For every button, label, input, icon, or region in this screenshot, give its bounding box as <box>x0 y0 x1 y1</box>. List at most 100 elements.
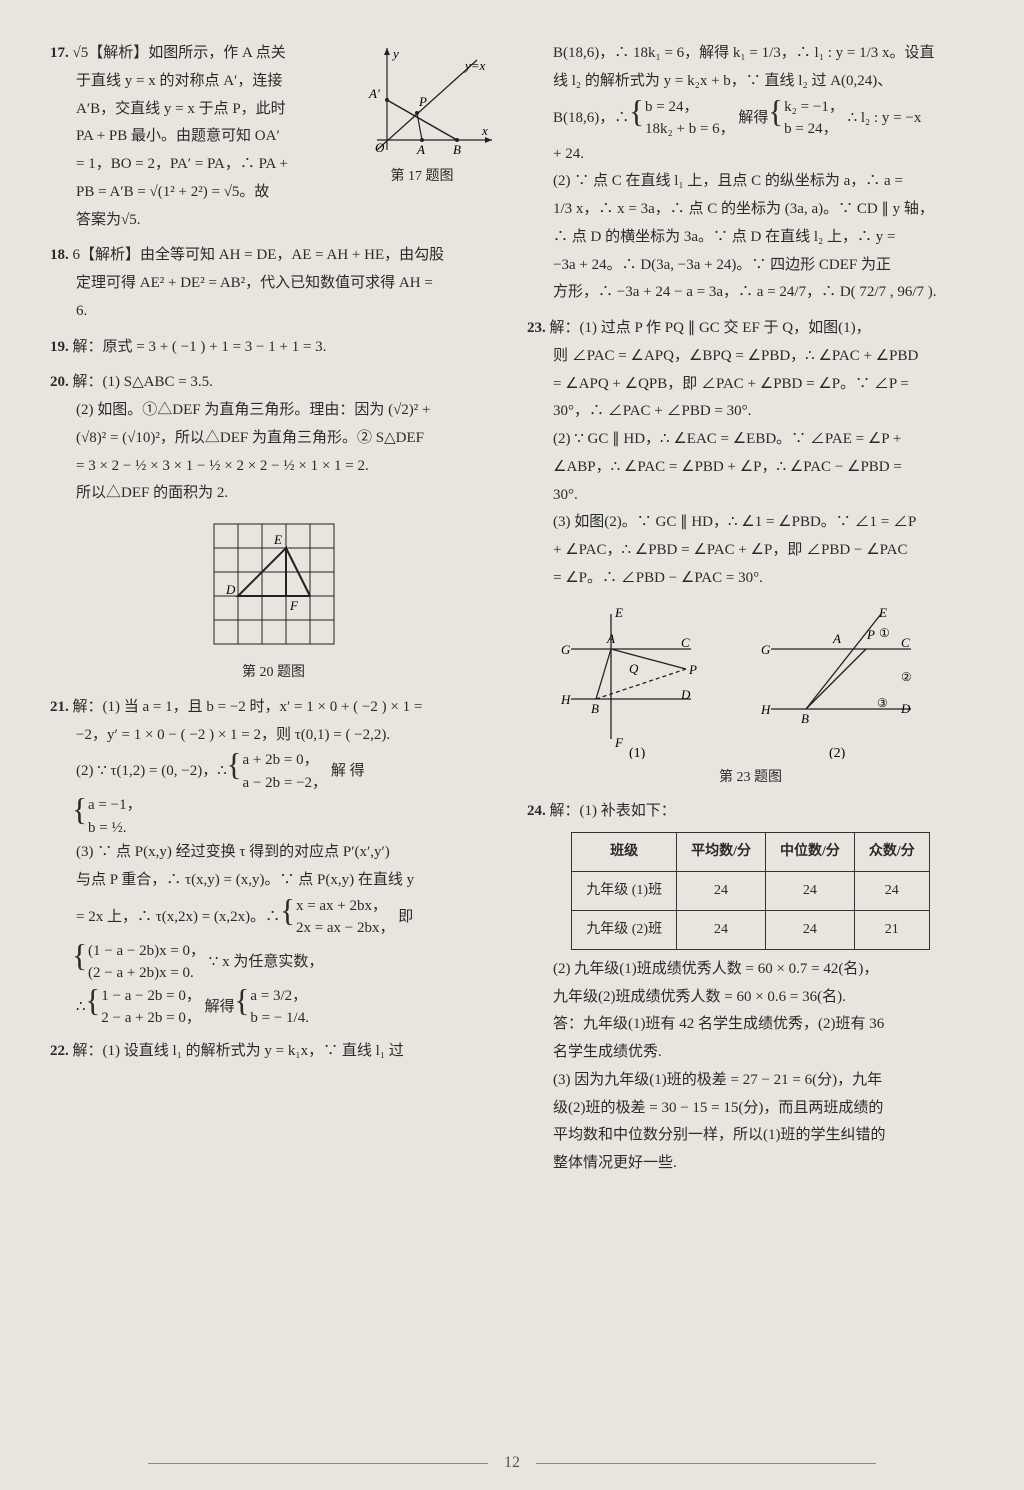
q19-label: 19. <box>50 339 69 355</box>
q23-p8: (3) 如图(2)。∵ GC ∥ HD，∴ ∠1 = ∠PBD。∵ ∠1 = ∠… <box>527 509 974 537</box>
q24-p6: (3) 因为九年级(1)班的极差 = 27 − 21 = 6(分)，九年 <box>527 1067 974 1095</box>
q21-sys5: 1 − a − 2b = 0， 2 − a + 2b = 0， <box>89 985 201 1030</box>
q23-p5: (2) ∵ GC ∥ HD，∴ ∠EAC = ∠EBD。∵ ∠PAE = ∠P … <box>527 426 974 454</box>
svg-text:(1): (1) <box>629 746 646 759</box>
q23-figures: G A C Q P H B D E F (1) <box>527 599 974 759</box>
th-median: 中位数/分 <box>765 833 854 872</box>
q21-sys2: a = −1， b = ½. <box>76 794 142 839</box>
q22-r4: + 24. <box>527 141 974 169</box>
q21-sys1: a + 2b = 0， a − 2b = −2， <box>231 749 328 794</box>
q24-p9: 整体情况更好一些. <box>527 1150 974 1178</box>
q22-left: 22. 解：(1) 设直线 l₁ 的解析式为 y = k₁x，∵ 直线 l₁ 过 <box>50 1038 497 1066</box>
th-mode: 众数/分 <box>854 833 929 872</box>
x-label: x <box>481 123 488 138</box>
svg-text:E: E <box>614 605 623 620</box>
svg-text:B: B <box>801 711 809 726</box>
q18-label: 18. <box>50 247 69 263</box>
q24-p8: 平均数和中位数分别一样，所以(1)班的学生纠错的 <box>527 1122 974 1150</box>
th-class: 班级 <box>572 833 677 872</box>
q23-p7: 30°. <box>527 482 974 510</box>
q21-p2: −2，y′ = 1 × 0 − ( −2 ) × 1 = 2，则 τ(0,1) … <box>50 722 497 750</box>
q18-l1: 6【解析】由全等可知 AH = DE，AE = AH + HE，由勾股 <box>73 247 445 263</box>
q21-p9c: ∴ <box>76 999 86 1015</box>
q22-r3c: 解得 <box>738 109 768 125</box>
q22-r8: −3a + 24。∴ D(3a, −3a + 24)。∵ 四边形 CDEF 为正 <box>527 252 974 280</box>
q23-p1: 解：(1) 过点 P 作 PQ ∥ GC 交 EF 于 Q，如图(1)， <box>550 320 871 336</box>
q22-r5: (2) ∵ 点 C 在直线 l₁ 上，且点 C 的纵坐标为 a，∴ a = <box>527 168 974 196</box>
page-content: y x O A B A′ P y=x 第 17 题图 17. √5【解析】如图所… <box>50 40 974 1420</box>
svg-text:E: E <box>273 532 282 547</box>
q22-r9: 方形，∴ −3a + 24 − a = 3a，∴ a = 24/7，∴ D( 7… <box>527 279 974 307</box>
q20-p2: (2) 如图。①△DEF 为直角三角形。理由：因为 (√2)² + <box>50 397 497 425</box>
q20-p3: (√8)² = (√10)²，所以△DEF 为直角三角形。② S△DEF <box>50 425 497 453</box>
q17-figure: y x O A B A′ P y=x 第 17 题图 <box>347 40 497 198</box>
svg-text:F: F <box>614 735 624 750</box>
q17-l7: 答案为√5. <box>50 207 497 235</box>
q20: 20. 解：(1) S△ABC = 3.5. (2) 如图。①△DEF 为直角三… <box>50 369 497 686</box>
svg-text:G: G <box>761 642 771 657</box>
svg-text:C: C <box>901 635 910 650</box>
svg-text:Q: Q <box>629 661 639 676</box>
q23-p9: + ∠PAC，∴ ∠PBD = ∠PAC + ∠P，即 ∠PBD − ∠PAC <box>527 537 974 565</box>
q23-p6: ∠ABP，∴ ∠PAC = ∠PBD + ∠P，∴ ∠PAC − ∠PBD = <box>527 454 974 482</box>
q20-p4: = 3 × 2 − ½ × 3 × 1 − ½ × 2 × 2 − ½ × 1 … <box>50 453 497 481</box>
svg-text:A′: A′ <box>368 86 380 101</box>
q20-p1: 解：(1) S△ABC = 3.5. <box>73 374 213 390</box>
q20-label: 20. <box>50 374 69 390</box>
q23-p4: 30°，∴ ∠PAC + ∠PBD = 30°. <box>527 398 974 426</box>
svg-text:B: B <box>591 701 599 716</box>
svg-text:③: ③ <box>877 696 888 710</box>
q22-r3f: ∴ l₂ : y = −x <box>848 109 922 125</box>
q18-l2: 定理可得 AE² + DE² = AB²，代入已知数值可求得 AH = <box>50 270 497 298</box>
q22-label: 22. <box>50 1043 69 1059</box>
q17-caption: 第 17 题图 <box>347 164 497 190</box>
q21-p9d: 解得 <box>205 999 235 1015</box>
left-column: y x O A B A′ P y=x 第 17 题图 17. √5【解析】如图所… <box>50 40 497 1420</box>
svg-text:C: C <box>681 635 690 650</box>
q22-r7: ∴ 点 D 的横坐标为 3a。∵ 点 D 在直线 l₂ 上，∴ y = <box>527 224 974 252</box>
q18: 18. 6【解析】由全等可知 AH = DE，AE = AH + HE，由勾股 … <box>50 242 497 325</box>
q24-p5: 名学生成绩优秀. <box>527 1039 974 1067</box>
q22-r2: 线 l₂ 的解析式为 y = k₂x + b，∵ 直线 l₂ 过 A(0,24)… <box>527 68 974 96</box>
q23-p2: 则 ∠PAC = ∠APQ，∠BPQ = ∠PBD，∴ ∠PAC + ∠PBD <box>527 343 974 371</box>
q21-p4-line: a = −1， b = ½. <box>50 794 497 839</box>
page-number: 12 <box>504 1454 520 1471</box>
svg-text:(2): (2) <box>829 746 846 759</box>
q21-p7c: 即 <box>398 909 413 925</box>
q20-p5: 所以△DEF 的面积为 2. <box>50 480 497 508</box>
svg-text:O: O <box>375 140 385 155</box>
svg-text:E: E <box>878 605 887 620</box>
q21-sys6: a = 3/2， b = − 1/4. <box>238 985 309 1030</box>
table-row: 九年级 (2)班 24 24 21 <box>572 910 930 949</box>
page-footer: 12 <box>0 1454 1024 1472</box>
table-header-row: 班级 平均数/分 中位数/分 众数/分 <box>572 833 930 872</box>
q24-table: 班级 平均数/分 中位数/分 众数/分 九年级 (1)班 24 24 24 九年… <box>571 832 930 950</box>
q24-p4: 答：九年级(1)班有 42 名学生成绩优秀，(2)班有 36 <box>527 1011 974 1039</box>
svg-text:y=x: y=x <box>463 58 486 73</box>
q22-r3-line: B(18,6)，∴ b = 24， 18k₂ + b = 6， 解得 k₂ = … <box>527 96 974 141</box>
q21-label: 21. <box>50 699 69 715</box>
q21-p3c: 解 得 <box>331 763 365 779</box>
q22-p1: 解：(1) 设直线 l₁ 的解析式为 y = k₁x，∵ 直线 l₁ 过 <box>73 1043 404 1059</box>
q20-figure: E D F <box>50 514 497 654</box>
svg-text:P: P <box>688 662 697 677</box>
q23-label: 23. <box>527 320 546 336</box>
q24-p7: 级(2)班的极差 = 30 − 15 = 15(分)，而且两班成绩的 <box>527 1095 974 1123</box>
q21-p7: = 2x 上，∴ τ(x,2x) = (x,2x)。∴ <box>76 909 280 925</box>
q21-p5: (3) ∵ 点 P(x,y) 经过变换 τ 得到的对应点 P′(x′,y′) <box>50 839 497 867</box>
q17-label: 17. <box>50 45 69 61</box>
svg-text:F: F <box>289 598 299 613</box>
svg-text:B: B <box>453 142 461 157</box>
q21-p1: 解：(1) 当 a = 1，且 b = −2 时，x′ = 1 × 0 + ( … <box>73 699 423 715</box>
q24: 24. 解：(1) 补表如下： 班级 平均数/分 中位数/分 众数/分 九年级 … <box>527 798 974 1177</box>
right-column: B(18,6)，∴ 18k₁ = 6，解得 k₁ = 1/3，∴ l₁ : y … <box>527 40 974 1420</box>
q21-p3: (2) ∵ τ(1,2) = (0, −2)，∴ <box>76 763 227 779</box>
q19: 19. 解：原式 = 3 + ( −1 ) + 1 = 3 − 1 + 1 = … <box>50 334 497 362</box>
q23-caption: 第 23 题图 <box>527 765 974 791</box>
svg-text:①: ① <box>879 626 890 640</box>
q21-p8-line: (1 − a − 2b)x = 0， (2 − a + 2b)x = 0. ∵ … <box>50 940 497 985</box>
svg-text:D: D <box>900 701 911 716</box>
q24-p3: 九年级(2)班成绩优秀人数 = 60 × 0.6 = 36(名). <box>527 984 974 1012</box>
y-label: y <box>391 46 399 61</box>
q23-p10: = ∠P。∴ ∠PBD − ∠PAC = 30°. <box>527 565 974 593</box>
